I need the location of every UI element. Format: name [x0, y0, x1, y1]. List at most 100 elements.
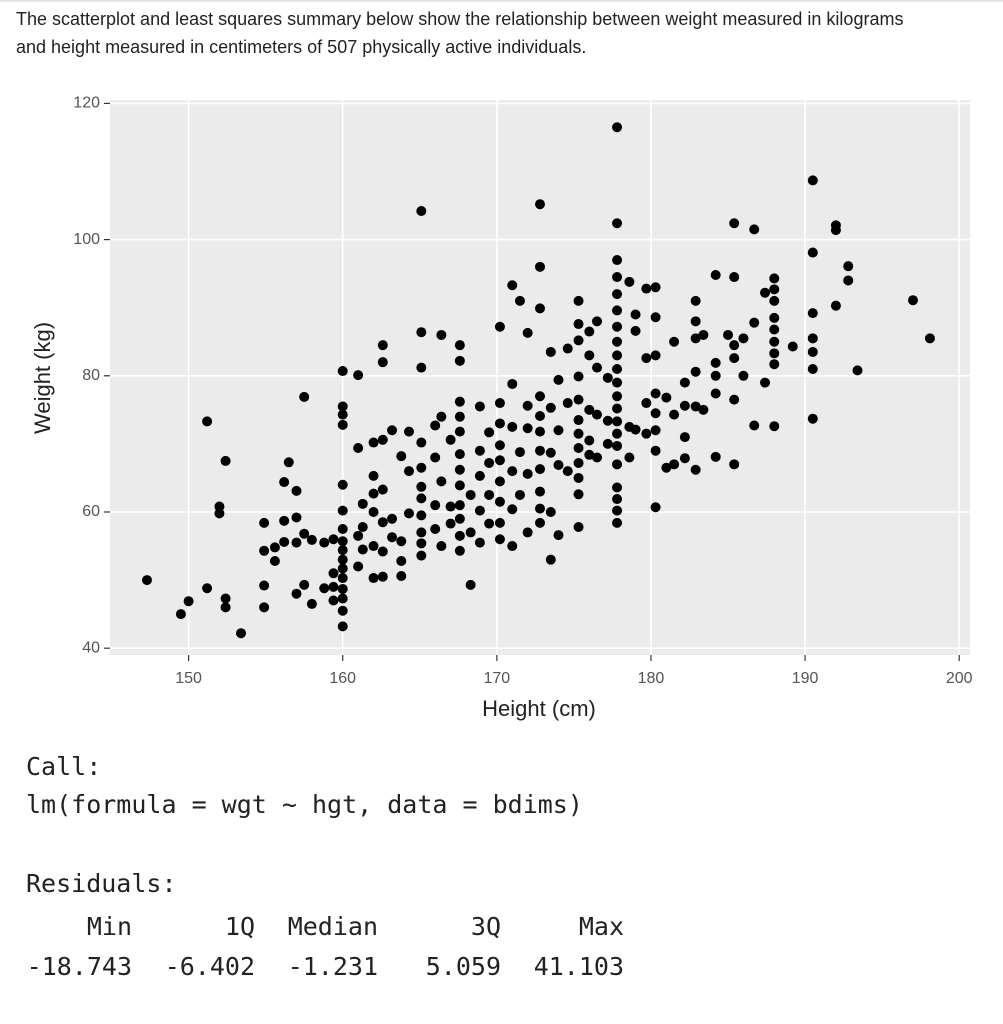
y-tick-label: 40: [82, 639, 100, 656]
point: [279, 515, 290, 526]
point: [368, 506, 379, 517]
point: [377, 571, 388, 582]
point: [641, 283, 652, 294]
point: [679, 377, 690, 388]
point: [553, 425, 564, 436]
point: [535, 199, 545, 210]
point: [454, 480, 465, 491]
point: [769, 336, 780, 347]
point: [484, 427, 495, 438]
point: [690, 401, 701, 412]
point: [698, 329, 709, 340]
point: [220, 602, 231, 613]
point: [430, 452, 441, 463]
point: [612, 416, 623, 427]
point: [602, 372, 613, 383]
point: [729, 340, 740, 351]
point: [319, 583, 330, 594]
point: [514, 447, 525, 458]
point: [535, 410, 545, 421]
point: [612, 350, 623, 361]
point: [573, 371, 584, 382]
point: [337, 593, 348, 604]
residuals-header-row: Min 1Q Median 3Q Max: [9, 906, 624, 946]
point: [612, 289, 623, 300]
point: [337, 563, 348, 574]
point: [522, 423, 533, 434]
call-label: Call:: [26, 752, 102, 781]
point: [368, 541, 379, 552]
point: [454, 355, 465, 366]
point: [377, 340, 388, 351]
point: [416, 206, 427, 216]
point: [612, 305, 623, 316]
point: [769, 295, 780, 306]
point: [507, 378, 518, 389]
point: [584, 326, 595, 337]
point: [650, 408, 661, 419]
point: [729, 353, 740, 364]
point: [679, 432, 690, 443]
point: [545, 506, 556, 517]
point: [650, 350, 661, 361]
point: [612, 363, 623, 374]
point: [299, 391, 310, 402]
point: [337, 536, 348, 547]
point: [454, 411, 465, 422]
point: [416, 527, 427, 538]
point: [494, 476, 505, 487]
point: [403, 426, 414, 437]
point: [535, 464, 545, 475]
point: [738, 333, 749, 344]
point: [368, 573, 379, 584]
point: [807, 363, 818, 374]
point: [602, 415, 613, 426]
point: [807, 346, 818, 357]
call-formula: lm(formula = wgt ~ hgt, data = bdims): [26, 790, 583, 819]
point: [710, 357, 721, 368]
point: [830, 225, 841, 236]
point: [416, 437, 427, 448]
header-shadow: [0, 0, 1003, 3]
residual-header: Min: [86, 911, 132, 941]
point: [377, 434, 388, 445]
point: [291, 485, 302, 496]
point: [494, 517, 505, 528]
point: [494, 496, 505, 507]
point: [430, 524, 441, 535]
point: [454, 464, 465, 475]
point: [454, 500, 465, 511]
point: [291, 537, 302, 548]
point: [612, 505, 623, 516]
point: [454, 545, 465, 556]
point: [729, 272, 740, 283]
point: [650, 282, 661, 293]
point: [319, 537, 330, 548]
point: [650, 425, 661, 436]
point: [306, 598, 317, 609]
point: [445, 501, 456, 512]
point: [573, 295, 584, 306]
point: [749, 420, 760, 431]
point: [698, 404, 709, 415]
point: [465, 527, 476, 538]
point: [924, 333, 935, 344]
point: [769, 284, 780, 295]
point: [454, 340, 465, 351]
point: [562, 343, 573, 354]
point: [445, 518, 456, 529]
point: [624, 276, 635, 287]
point: [710, 270, 721, 281]
point: [535, 391, 545, 402]
y-tick-label: 60: [82, 503, 100, 520]
point: [573, 457, 584, 468]
residual-value: 41.103: [533, 951, 624, 981]
point: [679, 453, 690, 464]
point: [430, 420, 441, 431]
residual-header: 1Q: [224, 911, 255, 941]
point: [573, 319, 584, 330]
point: [723, 329, 734, 340]
point: [337, 554, 348, 565]
point: [690, 366, 701, 377]
point: [669, 336, 680, 347]
